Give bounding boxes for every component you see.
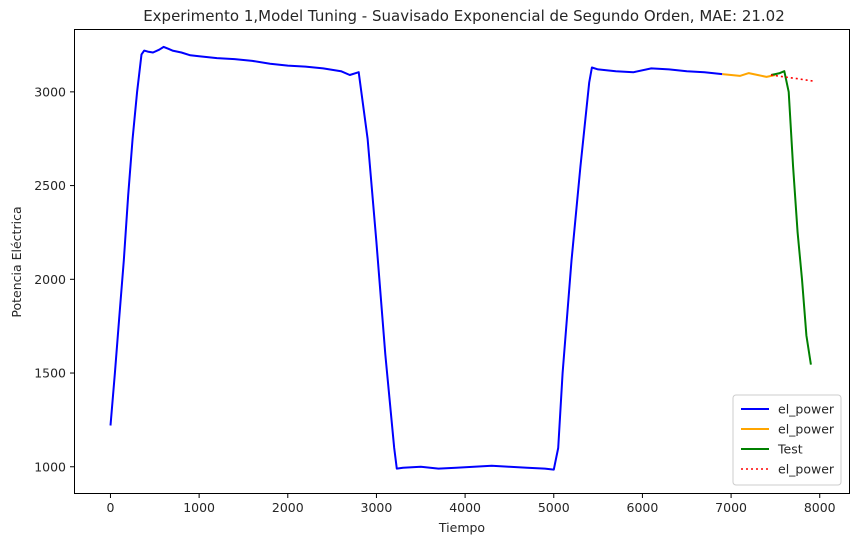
x-tick-label: 5000 <box>538 500 570 515</box>
x-tick-label: 3000 <box>361 500 393 515</box>
y-tick-label: 3000 <box>34 84 66 99</box>
x-axis-label: Tiempo <box>438 520 485 535</box>
y-axis: 1000 1500 2000 2500 3000 <box>34 84 75 474</box>
series-layer <box>109 45 813 471</box>
y-tick-label: 2500 <box>34 178 66 193</box>
series-line-3 <box>770 70 812 365</box>
chart-title: Experimento 1,Model Tuning - Suavisado E… <box>143 7 785 25</box>
x-tick-label: 1000 <box>183 500 215 515</box>
y-tick-label: 1500 <box>34 366 66 381</box>
x-tick-label: 8000 <box>804 500 836 515</box>
x-axis: 0 1000 2000 3000 4000 5000 6000 7000 8000 <box>106 493 836 515</box>
series-line-2 <box>722 72 776 78</box>
legend: el_power el_power Test el_power <box>732 394 842 486</box>
x-tick-label: 2000 <box>272 500 304 515</box>
legend-label: el_power <box>778 402 835 417</box>
legend-label: Test <box>777 442 803 457</box>
y-tick-label: 2000 <box>34 272 66 287</box>
x-tick-label: 6000 <box>627 500 659 515</box>
x-tick-label: 0 <box>106 500 114 515</box>
legend-label: el_power <box>778 462 835 477</box>
x-tick-label: 7000 <box>715 500 747 515</box>
y-axis-label: Potencia Eléctrica <box>9 206 24 317</box>
x-tick-label: 4000 <box>449 500 481 515</box>
plot-frame <box>74 29 850 494</box>
legend-label: el_power <box>778 422 835 437</box>
y-tick-label: 1000 <box>34 459 66 474</box>
series-line-1 <box>109 45 723 471</box>
series-line-4 <box>770 74 813 82</box>
legend-box <box>732 394 842 486</box>
